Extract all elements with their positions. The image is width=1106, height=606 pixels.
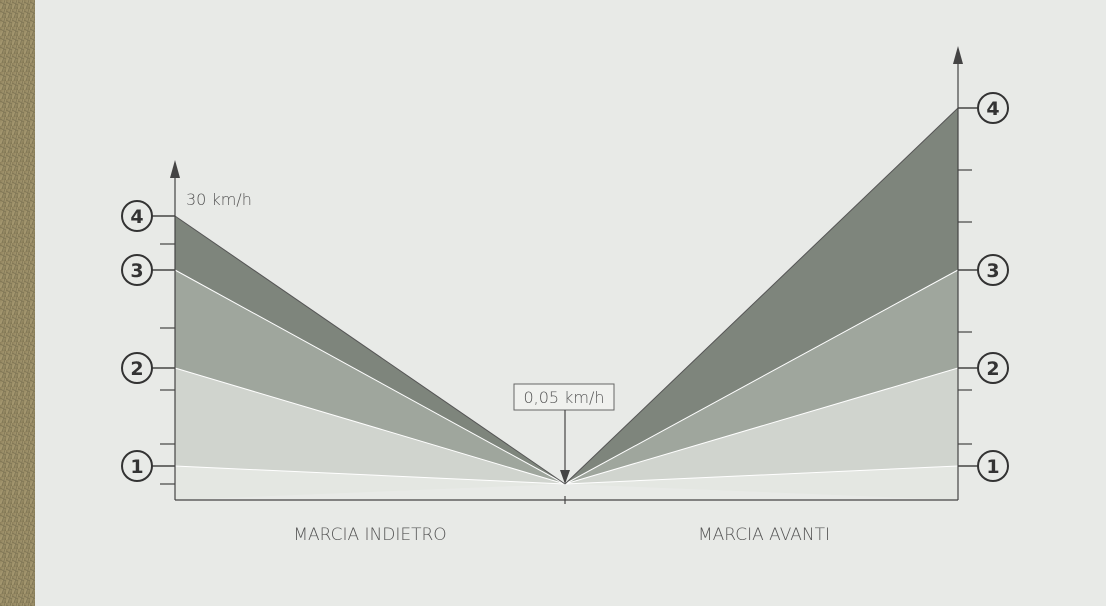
forward-label: MARCIA AVANTI [698, 525, 830, 545]
gear-label: 3 [130, 260, 143, 282]
page: 0,05 km/h 30 km/h MARCIA INDIETRO MARCIA… [0, 0, 1106, 606]
gear-label: 4 [986, 98, 999, 120]
min-speed-label: 0,05 km/h [523, 388, 604, 407]
max-speed-label: 30 km/h [186, 190, 252, 209]
texture-strip [0, 0, 35, 606]
gear-label: 1 [986, 456, 999, 478]
gear-label: 3 [986, 260, 999, 282]
reverse-label: MARCIA INDIETRO [293, 525, 446, 545]
gear-label: 1 [130, 456, 143, 478]
gear-label: 4 [130, 206, 143, 228]
gear-label: 2 [986, 358, 999, 380]
diagram: 0,05 km/h 30 km/h MARCIA INDIETRO MARCIA… [0, 0, 1106, 606]
gear-label: 2 [130, 358, 143, 380]
